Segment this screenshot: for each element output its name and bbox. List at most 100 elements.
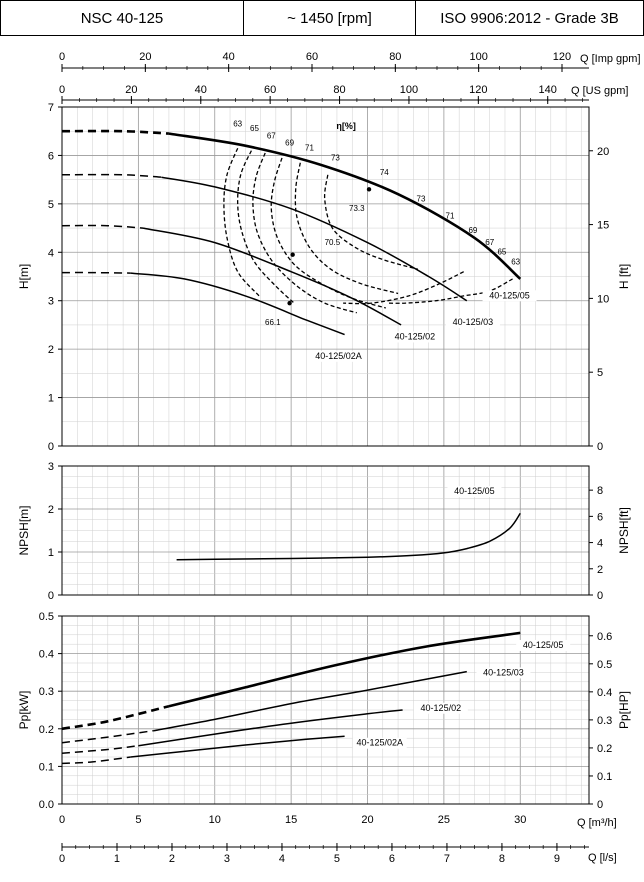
y2-tick-label: 20 bbox=[597, 146, 609, 158]
y-tick-label: 0.3 bbox=[39, 686, 54, 698]
y-tick-label: 4 bbox=[48, 247, 54, 259]
axis-label-imp-gpm: 40 bbox=[223, 51, 235, 63]
iso-efficiency-label: 63 bbox=[233, 119, 242, 128]
curve-label-bg bbox=[445, 316, 500, 328]
y-tick-label: 3 bbox=[48, 461, 54, 473]
curve-label-bg bbox=[482, 290, 537, 302]
curve-label: 40-125/03 bbox=[453, 317, 494, 327]
iso-efficiency-label: 71 bbox=[305, 144, 314, 153]
iso-efficiency-label: 65 bbox=[250, 124, 259, 133]
y-tick-label: 5 bbox=[48, 199, 54, 211]
series-curve-extension bbox=[61, 271, 131, 274]
y-tick-label: 7 bbox=[48, 102, 54, 114]
y2-tick-label: 0 bbox=[597, 799, 603, 811]
efficiency-title: η[%] bbox=[336, 121, 356, 131]
axis-label-m3h: 25 bbox=[438, 814, 450, 826]
curve-label-bg bbox=[476, 667, 531, 679]
axis-label-m3h: 30 bbox=[514, 814, 526, 826]
y2-tick-label: 0.4 bbox=[597, 687, 612, 699]
series-curve bbox=[168, 631, 521, 708]
y-tick-label: 6 bbox=[48, 150, 54, 162]
iso-efficiency-label: 66.1 bbox=[265, 318, 281, 327]
axis-label-us-gpm: 0 bbox=[59, 84, 65, 96]
axis-label-us-gpm: 20 bbox=[125, 84, 137, 96]
iso-efficiency-curve bbox=[223, 147, 260, 297]
iso-efficiency-label: 73 bbox=[417, 194, 426, 203]
y-axis-title: Pp[kW] bbox=[17, 691, 31, 730]
axis-label-ls: 6 bbox=[389, 853, 395, 865]
axis-label-us-gpm: 100 bbox=[400, 84, 418, 96]
series-curve-extension bbox=[61, 704, 170, 731]
curve-label-bg bbox=[352, 737, 407, 749]
axis-label-ls: 7 bbox=[444, 853, 450, 865]
y2-axis-title: Pp[HP] bbox=[617, 691, 631, 729]
curve-label-bg bbox=[413, 702, 468, 714]
best-efficiency-point bbox=[287, 300, 292, 306]
iso-efficiency-label: 69 bbox=[468, 226, 477, 235]
series-curve bbox=[168, 132, 522, 280]
y2-tick-label: 0.6 bbox=[597, 631, 612, 643]
series-curve bbox=[142, 227, 402, 326]
y2-tick-label: 0.3 bbox=[597, 715, 612, 727]
axis-label-ls: 5 bbox=[334, 853, 340, 865]
y-tick-label: 3 bbox=[48, 296, 54, 308]
axis-title-us-gpm: Q [US gpm] bbox=[571, 85, 628, 97]
y2-tick-label: 6 bbox=[597, 511, 603, 523]
series-curve bbox=[130, 735, 345, 758]
axis-label-ls: 3 bbox=[224, 853, 230, 865]
y-axis-title: H[m] bbox=[17, 264, 31, 289]
iso-efficiency-label: 70.5 bbox=[325, 238, 341, 247]
axis-label-m3h: 20 bbox=[361, 814, 373, 826]
axis-label-imp-gpm: 60 bbox=[306, 51, 318, 63]
iso-efficiency-curve bbox=[343, 271, 464, 305]
y-tick-label: 0.4 bbox=[39, 649, 54, 661]
axis-label-us-gpm: 120 bbox=[469, 84, 487, 96]
y2-tick-label: 10 bbox=[597, 293, 609, 305]
y2-tick-label: 5 bbox=[597, 367, 603, 379]
iso-efficiency-label: 73.3 bbox=[349, 204, 365, 213]
y2-tick-label: 0.1 bbox=[597, 771, 612, 783]
axis-label-ls: 0 bbox=[59, 853, 65, 865]
iso-efficiency-label: 67 bbox=[267, 131, 276, 140]
axis-label-m3h: 10 bbox=[209, 814, 221, 826]
y-tick-label: 0.1 bbox=[39, 761, 54, 773]
y-tick-label: 0 bbox=[48, 590, 54, 602]
iso-efficiency-curve bbox=[294, 162, 399, 295]
curve-label: 40-125/05 bbox=[454, 486, 495, 496]
curve-label: 40-125/05 bbox=[489, 290, 530, 300]
axis-label-imp-gpm: 80 bbox=[389, 51, 401, 63]
plot-frame bbox=[61, 615, 590, 805]
y-tick-label: 2 bbox=[48, 504, 54, 516]
y2-axis-title: NPSH[ft] bbox=[617, 507, 631, 554]
axis-label-us-gpm: 60 bbox=[264, 84, 276, 96]
series-curve-extension bbox=[61, 173, 162, 178]
chart-header: NSC 40-125 ~ 1450 [rpm] ISO 9906:2012 - … bbox=[0, 0, 644, 36]
axis-label-ls: 1 bbox=[114, 853, 120, 865]
y2-tick-label: 8 bbox=[597, 485, 603, 497]
series-curve-extension bbox=[61, 756, 131, 765]
iso-efficiency-curve bbox=[252, 152, 357, 314]
axis-label-imp-gpm: 0 bbox=[59, 51, 65, 63]
y2-tick-label: 4 bbox=[597, 538, 603, 550]
plot-frame bbox=[61, 465, 590, 596]
series-curve-extension bbox=[61, 729, 154, 744]
series-curve-extension bbox=[61, 129, 169, 135]
y2-axis-title: H [ft] bbox=[617, 264, 631, 289]
iso-efficiency-curve bbox=[323, 174, 419, 270]
plot-frame bbox=[61, 106, 590, 447]
curve-label-bg bbox=[516, 639, 571, 651]
iso-efficiency-curve bbox=[387, 278, 513, 304]
curve-label-bg bbox=[447, 485, 502, 497]
series-curve bbox=[161, 176, 468, 302]
series-curve bbox=[176, 512, 521, 561]
axis-title-ls: Q [l/s] bbox=[588, 852, 617, 864]
y-tick-label: 0.5 bbox=[39, 611, 54, 623]
curve-label-bg bbox=[311, 350, 366, 362]
axis-label-ls: 2 bbox=[169, 853, 175, 865]
axis-label-imp-gpm: 20 bbox=[139, 51, 151, 63]
curve-label: 40-125/02 bbox=[421, 703, 462, 713]
axis-label-us-gpm: 80 bbox=[333, 84, 345, 96]
y2-tick-label: 0 bbox=[597, 590, 603, 602]
best-efficiency-point bbox=[366, 187, 372, 192]
